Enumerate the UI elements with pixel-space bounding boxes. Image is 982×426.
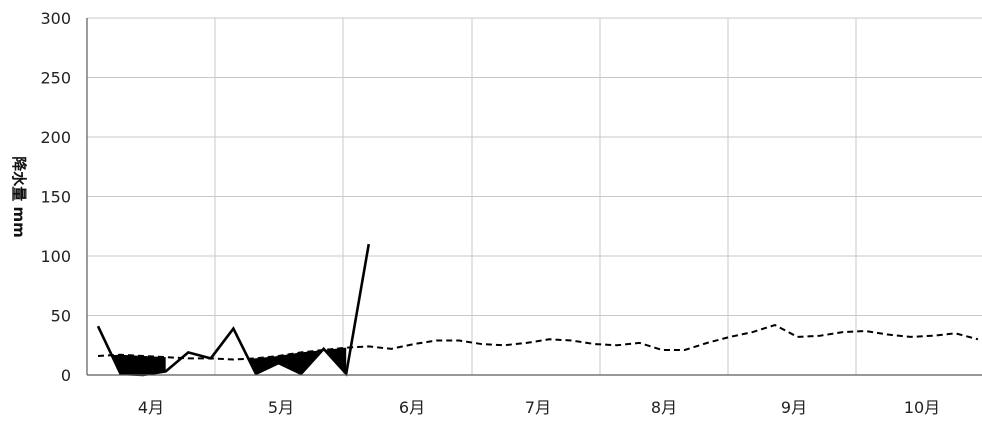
x-tick-label: 4月 (138, 398, 164, 417)
deficit-area (244, 347, 347, 374)
y-tick-labels: 0 50 100 150 200 250 300 (40, 9, 71, 385)
y-tick-label: 50 (51, 307, 71, 326)
series (96, 243, 979, 377)
axes (86, 18, 982, 376)
y-tick-label: 0 (61, 366, 71, 385)
y-tick-label: 100 (40, 247, 71, 266)
x-tick-label: 8月 (651, 398, 677, 417)
x-tick-label: 9月 (781, 398, 807, 417)
y-tick-label: 300 (40, 9, 71, 28)
series-normal-line (97, 323, 979, 361)
grid (87, 17, 982, 375)
y-tick-label: 150 (40, 188, 71, 207)
x-tick-label: 5月 (268, 398, 294, 417)
deficit-fill (111, 347, 347, 375)
deficit-area (111, 354, 166, 375)
x-tick-label: 7月 (525, 398, 551, 417)
y-axis-title: 降水量 mm (10, 156, 28, 237)
x-tick-labels: 4月 5月 6月 7月 8月 9月 10月 (138, 398, 940, 417)
x-tick-label: 6月 (399, 398, 425, 417)
x-tick-label: 10月 (904, 398, 940, 417)
y-tick-label: 200 (40, 128, 71, 147)
y-tick-label: 250 (40, 69, 71, 88)
